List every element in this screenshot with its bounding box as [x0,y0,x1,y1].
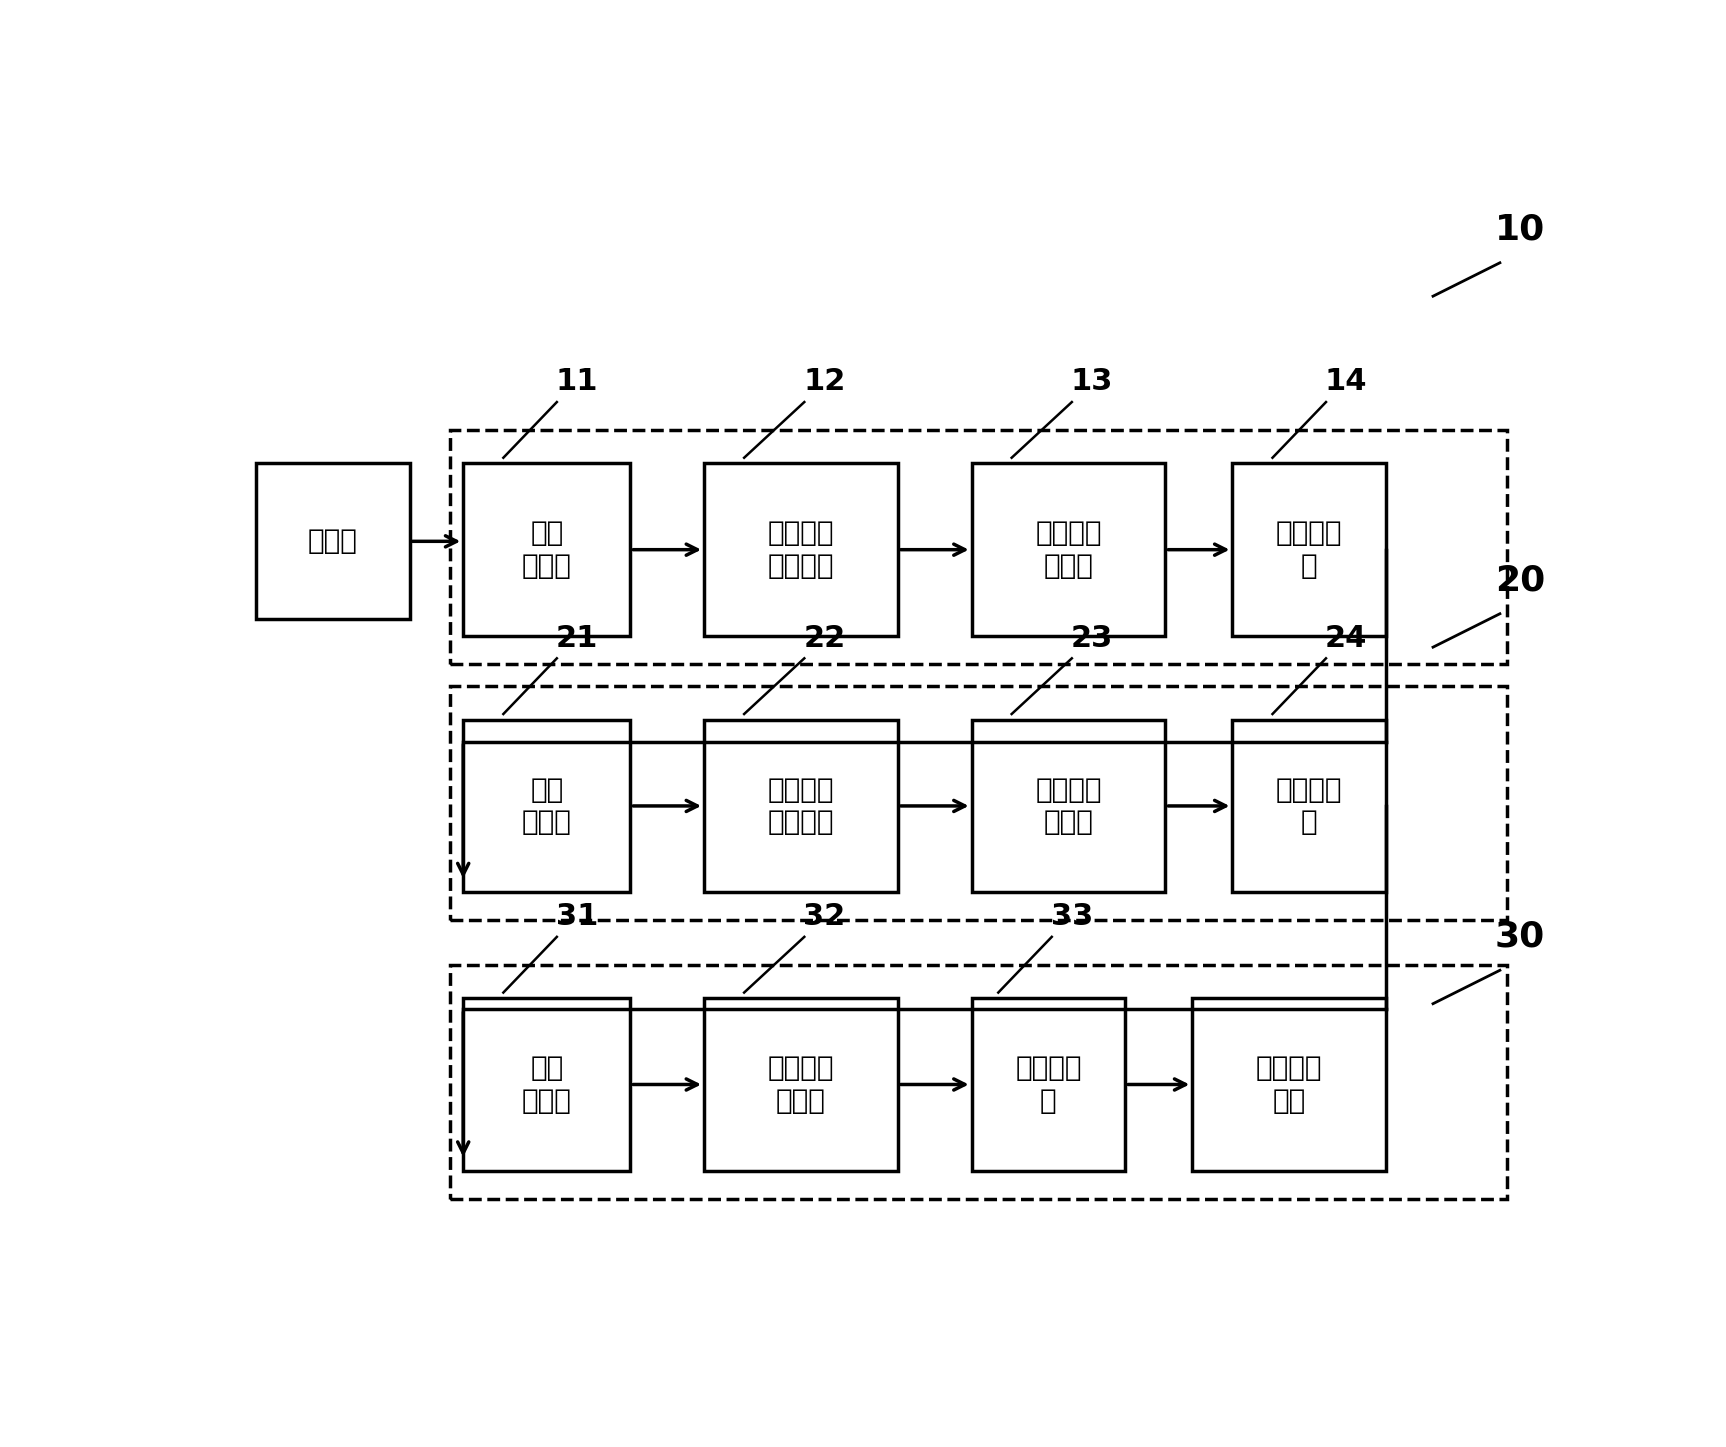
Bar [972,719,1165,893]
Text: 第三
倍频器: 第三 倍频器 [521,1055,571,1114]
Text: 第二极窄
带滤波器: 第二极窄 带滤波器 [768,776,834,836]
Text: 10: 10 [1495,213,1545,246]
Text: 32: 32 [803,903,846,932]
Text: 第二带通
滤波器: 第二带通 滤波器 [1036,776,1101,836]
Bar [1232,719,1386,893]
Text: 22: 22 [803,624,846,653]
Text: 第二
倍频器: 第二 倍频器 [521,776,571,836]
Text: 30: 30 [1495,920,1545,954]
Text: 31: 31 [556,903,599,932]
Text: 参考源: 参考源 [307,527,357,556]
Bar [1193,998,1386,1171]
Text: 33: 33 [1051,903,1093,932]
Bar [704,998,898,1171]
Bar [972,463,1165,637]
Bar [1232,463,1386,637]
Text: 11: 11 [556,368,599,396]
Text: 24: 24 [1326,624,1367,653]
Bar [463,463,630,637]
Bar [450,430,1507,664]
Bar [704,719,898,893]
Bar [704,463,898,637]
Bar [450,686,1507,920]
Text: 21: 21 [556,624,599,653]
Text: 14: 14 [1326,368,1367,396]
Text: 12: 12 [803,368,846,396]
Text: 23: 23 [1070,624,1113,653]
Bar [255,463,409,619]
Text: 13: 13 [1070,368,1113,396]
Bar [972,998,1125,1171]
Text: 20: 20 [1495,563,1545,598]
Text: 第三本振
输出: 第三本振 输出 [1257,1055,1322,1114]
Text: 第一带通
滤波器: 第一带通 滤波器 [1036,519,1101,580]
Text: 第三带通
滤波器: 第三带通 滤波器 [768,1055,834,1114]
Bar [463,719,630,893]
Text: 第一放大
器: 第一放大 器 [1276,519,1343,580]
Text: 第三放大
器: 第三放大 器 [1015,1055,1082,1114]
Text: 第一
倍频器: 第一 倍频器 [521,519,571,580]
Bar [463,998,630,1171]
Text: 第二放大
器: 第二放大 器 [1276,776,1343,836]
Text: 第一极窄
带滤波器: 第一极窄 带滤波器 [768,519,834,580]
Bar [450,965,1507,1198]
